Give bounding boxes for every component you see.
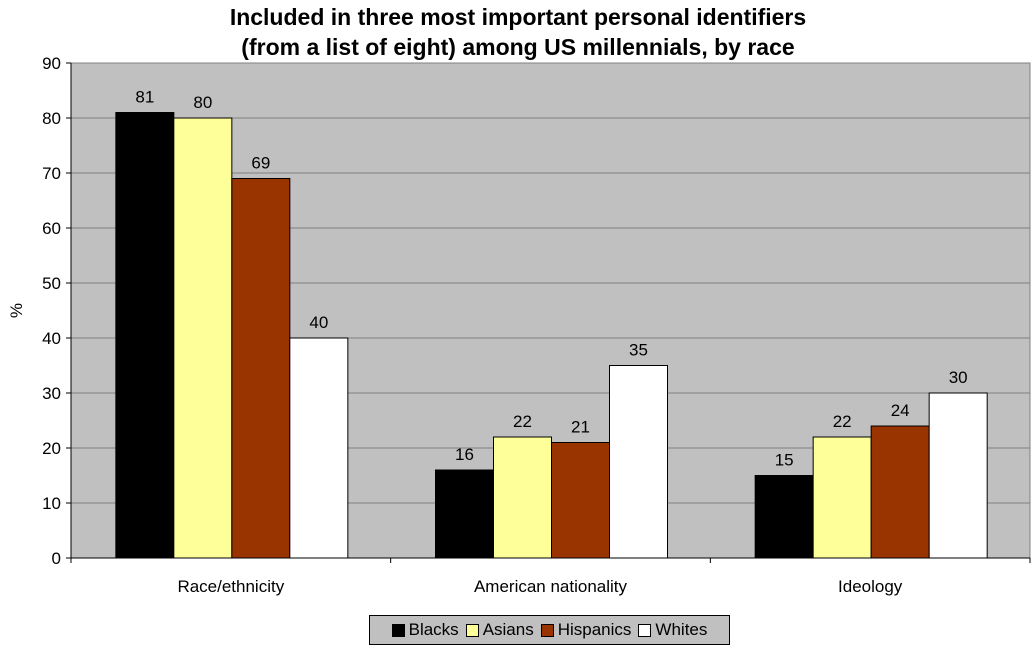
x-tick-label: Ideology <box>838 577 903 596</box>
y-tick-label: 0 <box>52 549 61 568</box>
chart-legend: Blacks Asians Hispanics Whites <box>369 615 730 645</box>
bar <box>609 365 668 559</box>
data-label: 30 <box>949 368 968 387</box>
legend-swatch-whites <box>638 623 652 637</box>
legend-swatch-hispanics <box>540 623 554 637</box>
data-label: 24 <box>891 401 910 420</box>
y-tick-label: 70 <box>42 164 61 183</box>
y-tick-label: 90 <box>42 54 61 73</box>
y-axis-label: % <box>7 303 26 318</box>
y-tick-label: 20 <box>42 439 61 458</box>
data-label: 81 <box>135 88 154 107</box>
legend-label-whites: Whites <box>655 620 708 639</box>
data-label: 69 <box>251 154 270 173</box>
legend-item-asians: Asians <box>465 620 534 640</box>
bar <box>115 112 175 559</box>
y-tick-label: 40 <box>42 329 61 348</box>
data-label: 21 <box>571 418 590 437</box>
x-tick-label: American nationality <box>474 577 628 596</box>
legend-item-whites: Whites <box>638 620 707 640</box>
data-label: 40 <box>309 313 328 332</box>
y-tick-label: 80 <box>42 109 61 128</box>
chart-title: Included in three most important persona… <box>0 2 1036 62</box>
legend-item-hispanics: Hispanics <box>540 620 632 640</box>
data-label: 80 <box>193 93 212 112</box>
bar <box>870 425 930 559</box>
legend-label-hispanics: Hispanics <box>557 620 632 639</box>
y-tick-label: 50 <box>42 274 61 293</box>
data-label: 35 <box>629 341 648 360</box>
legend-label-asians: Asians <box>482 620 534 639</box>
bar <box>928 392 988 559</box>
bar <box>493 436 552 559</box>
data-label: 15 <box>775 451 794 470</box>
legend-swatch-blacks <box>391 623 405 637</box>
x-tick-label: Race/ethnicity <box>177 577 284 596</box>
y-tick-label: 30 <box>42 384 61 403</box>
bar <box>231 178 291 559</box>
bar <box>551 442 610 559</box>
legend-label-blacks: Blacks <box>408 620 459 639</box>
bar <box>289 337 349 559</box>
legend-swatch-asians <box>465 623 479 637</box>
data-label: 16 <box>455 445 474 464</box>
bar <box>754 475 814 559</box>
y-tick-label: 60 <box>42 219 61 238</box>
bar <box>435 469 494 559</box>
bar <box>173 117 233 559</box>
y-tick-label: 10 <box>42 494 61 513</box>
bar <box>812 436 872 559</box>
legend-item-blacks: Blacks <box>391 620 459 640</box>
chart-title-line-1: Included in three most important persona… <box>229 4 807 30</box>
data-label: 22 <box>513 412 532 431</box>
chart-title-line-2: (from a list of eight) among US millenni… <box>241 34 795 60</box>
data-label: 22 <box>833 412 852 431</box>
